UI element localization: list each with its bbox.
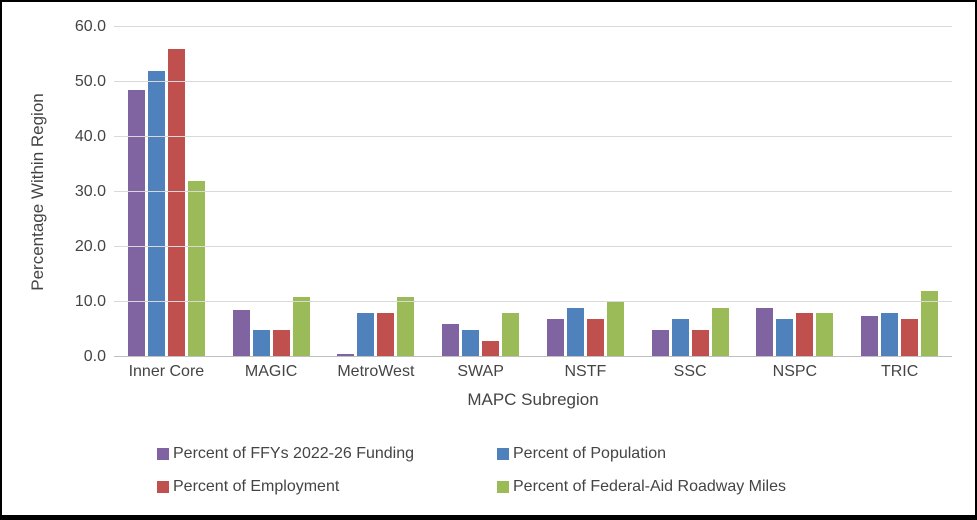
legend-swatch-icon — [157, 448, 169, 460]
bar — [397, 296, 415, 357]
gridline — [114, 26, 952, 27]
bar — [691, 329, 709, 357]
bar — [816, 313, 834, 357]
bar — [272, 329, 290, 357]
y-tick-label: 10.0 — [74, 293, 106, 310]
bar-group-metrowest — [324, 27, 429, 357]
bar — [651, 329, 669, 357]
bar-group-inner-core — [114, 27, 219, 357]
legend-label: Percent of FFYs 2022-26 Funding — [173, 445, 415, 462]
bar — [502, 313, 520, 357]
x-category-label: MetroWest — [337, 363, 415, 380]
bar — [167, 49, 185, 357]
legend-item: Percent of Population — [497, 445, 786, 463]
x-axis-labels: Inner Core MAGIC MetroWest SWAP NSTF SSC NSPC T… — [114, 363, 952, 381]
bar — [252, 329, 270, 357]
y-tick-label: 20.0 — [74, 238, 106, 255]
bar — [586, 318, 604, 357]
bar — [127, 90, 145, 357]
bar-group-nspc — [743, 27, 848, 357]
x-category-label: NSTF — [564, 363, 607, 380]
bar-group-tric — [847, 27, 952, 357]
bar — [671, 318, 689, 357]
bar-group-magic — [219, 27, 324, 357]
bar — [442, 324, 460, 357]
bar — [232, 310, 250, 357]
x-category-label: TRIC — [880, 363, 919, 380]
y-axis-ticks: 0.0 10.0 20.0 30.0 40.0 50.0 60.0 — [2, 18, 106, 365]
x-category-label: SWAP — [457, 363, 504, 380]
bar-group-swap — [428, 27, 533, 357]
bar — [776, 318, 794, 357]
plot-area — [114, 26, 952, 357]
legend-swatch-icon — [157, 481, 169, 493]
legend-label: Percent of Population — [513, 445, 666, 462]
bar — [566, 307, 584, 357]
bar — [861, 315, 879, 357]
x-axis-title: MAPC Subregion — [467, 390, 599, 409]
bar — [756, 307, 774, 357]
bar — [901, 318, 919, 357]
legend: Percent of FFYs 2022-26 Funding Percent o… — [157, 445, 786, 496]
legend-swatch-icon — [497, 481, 509, 493]
bar — [482, 340, 500, 357]
gridline — [114, 246, 952, 247]
legend-item: Percent of FFYs 2022-26 Funding — [157, 445, 497, 463]
y-tick-label: 30.0 — [74, 183, 106, 200]
bar — [377, 313, 395, 357]
bar — [462, 329, 480, 357]
bar-group-nstf — [533, 27, 638, 357]
x-category-label: MAGIC — [244, 363, 298, 380]
bar — [796, 313, 814, 357]
bar — [606, 302, 624, 357]
bar — [187, 181, 205, 357]
legend-label: Percent of Employment — [173, 478, 340, 495]
y-tick-label: 0.0 — [83, 348, 106, 365]
bar — [711, 307, 729, 357]
bar — [292, 296, 310, 357]
bar — [921, 291, 939, 357]
y-tick-label: 40.0 — [74, 128, 106, 145]
x-category-label: SSC — [673, 363, 707, 380]
bar-group-ssc — [638, 27, 743, 357]
legend-swatch-icon — [497, 448, 509, 460]
bar — [881, 313, 899, 357]
bar — [546, 318, 564, 357]
bar-groups — [114, 27, 952, 357]
legend-item: Percent of Federal-Aid Roadway Miles — [497, 478, 786, 496]
legend-item: Percent of Employment — [157, 478, 497, 496]
gridline — [114, 191, 952, 192]
y-tick-label: 60.0 — [74, 18, 106, 35]
gridline — [114, 81, 952, 82]
gridline — [114, 301, 952, 302]
x-category-label: NSPC — [772, 363, 818, 380]
gridline — [114, 136, 952, 137]
bar — [357, 313, 375, 357]
bar — [147, 71, 165, 357]
y-tick-label: 50.0 — [74, 73, 106, 90]
x-axis-line — [114, 356, 952, 357]
bar — [337, 353, 355, 357]
legend-label: Percent of Federal-Aid Roadway Miles — [513, 478, 787, 495]
x-category-label: Inner Core — [128, 363, 205, 380]
